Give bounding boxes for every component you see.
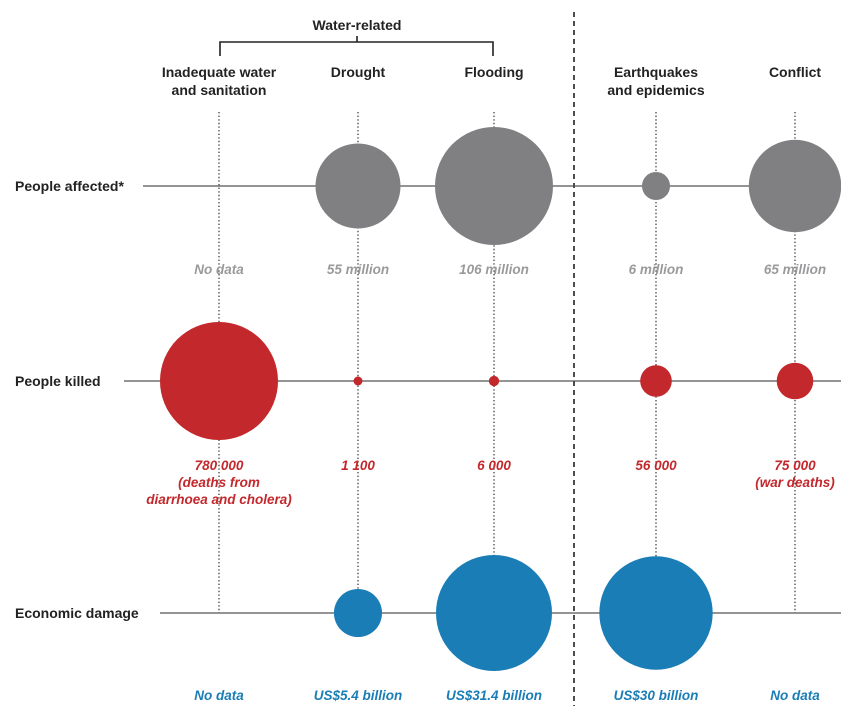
value-label: 65 million	[764, 262, 826, 277]
labels: Inadequate water and sanitation Drought Flo…	[15, 64, 835, 703]
value-label: 106 million	[459, 262, 529, 277]
bubble	[435, 127, 553, 245]
row-label: Economic damage	[15, 605, 139, 621]
bubble	[488, 375, 500, 387]
value-label: US$30 billion	[614, 688, 699, 703]
row-label: People affected*	[15, 178, 124, 194]
row-label: People killed	[15, 373, 101, 389]
bubbles	[160, 127, 841, 671]
water-related-group-label: Water-related	[313, 17, 402, 33]
value-label: 1 100	[341, 458, 375, 473]
column-header: Inadequate water and sanitation	[162, 64, 277, 98]
value-label: 75 000 (war deaths)	[755, 458, 835, 490]
bubble	[160, 322, 278, 440]
value-label: No data	[194, 262, 244, 277]
bubble	[776, 362, 814, 400]
bubble	[315, 143, 401, 229]
column-header: Conflict	[769, 64, 821, 80]
bubble	[353, 376, 363, 386]
value-label: 6 million	[629, 262, 684, 277]
value-label: No data	[194, 688, 244, 703]
column-header: Flooding	[464, 64, 523, 80]
bubble	[599, 556, 713, 670]
bubble	[333, 588, 383, 638]
bubble	[436, 555, 552, 671]
bubble	[748, 139, 841, 233]
value-label: 780 000 (deaths from diarrhoea and cholera…	[146, 458, 292, 507]
value-label: US$31.4 billion	[446, 688, 542, 703]
bubble	[641, 171, 671, 201]
column-header: Drought	[331, 64, 386, 80]
value-label: 56 000	[635, 458, 677, 473]
value-label: 55 million	[327, 262, 389, 277]
bubble	[640, 365, 672, 397]
value-label: No data	[770, 688, 820, 703]
value-label: 6 000	[477, 458, 511, 473]
water-related-bracket	[219, 36, 494, 56]
column-header: Earthquakes and epidemics	[607, 64, 704, 98]
value-label: US$5.4 billion	[314, 688, 403, 703]
